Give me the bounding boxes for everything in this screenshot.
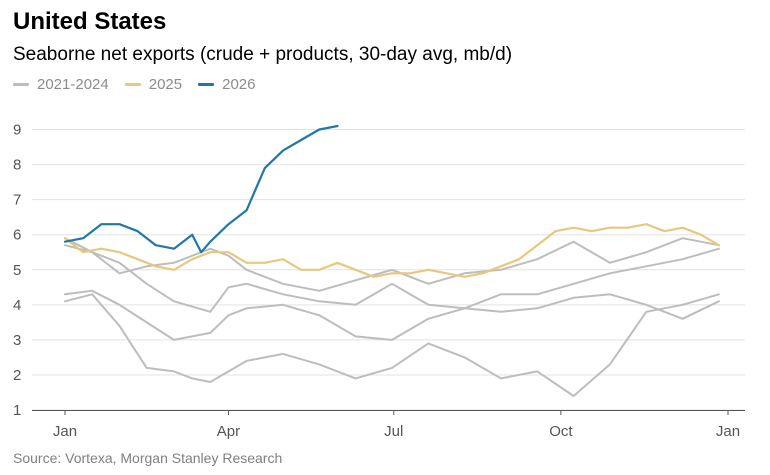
series-line-2021-2024-2 xyxy=(64,244,720,313)
y-tick-label: 7 xyxy=(13,192,21,209)
legend-label-2026: 2026 xyxy=(222,76,256,93)
legend-swatch-2021-2024 xyxy=(13,83,29,86)
series-line-2025-4 xyxy=(63,223,721,278)
legend-label-2025: 2025 xyxy=(148,76,183,93)
chart-title: United States xyxy=(13,8,167,35)
y-tick-label: 8 xyxy=(13,157,21,174)
y-tick-label: 5 xyxy=(13,262,21,279)
y-tick-label: 9 xyxy=(13,122,21,139)
legend-label-2021-2024: 2021-2024 xyxy=(37,76,109,93)
y-tick-label: 4 xyxy=(13,297,21,314)
y-tick-label: 2 xyxy=(13,367,21,384)
legend-swatch-2025 xyxy=(124,83,141,86)
legend-item-2021-2024: 2021-2024 xyxy=(13,76,109,93)
y-tick-label: 3 xyxy=(13,332,21,349)
legend: 2021-2024 2025 2026 xyxy=(13,76,271,93)
x-tick-label: Jan xyxy=(53,423,77,440)
series-line-2021-2024-1 xyxy=(64,289,720,341)
x-tick-label: Jan xyxy=(716,423,740,440)
y-tick-label: 1 xyxy=(13,402,21,419)
source-note: Source: Vortexa, Morgan Stanley Research xyxy=(13,450,283,466)
x-tick-label: Jul xyxy=(384,423,403,440)
y-tick-label: 6 xyxy=(13,227,21,244)
x-tick-label: Apr xyxy=(217,423,240,440)
legend-item-2026: 2026 xyxy=(198,76,255,93)
x-tick-label: Oct xyxy=(549,423,573,440)
series-line-2026-5 xyxy=(63,124,339,254)
series-line-2021-2024-0 xyxy=(64,293,720,397)
chart-subtitle: Seaborne net exports (crude + products, … xyxy=(13,44,513,65)
legend-swatch-2026 xyxy=(198,83,215,86)
legend-item-2025: 2025 xyxy=(124,76,183,93)
